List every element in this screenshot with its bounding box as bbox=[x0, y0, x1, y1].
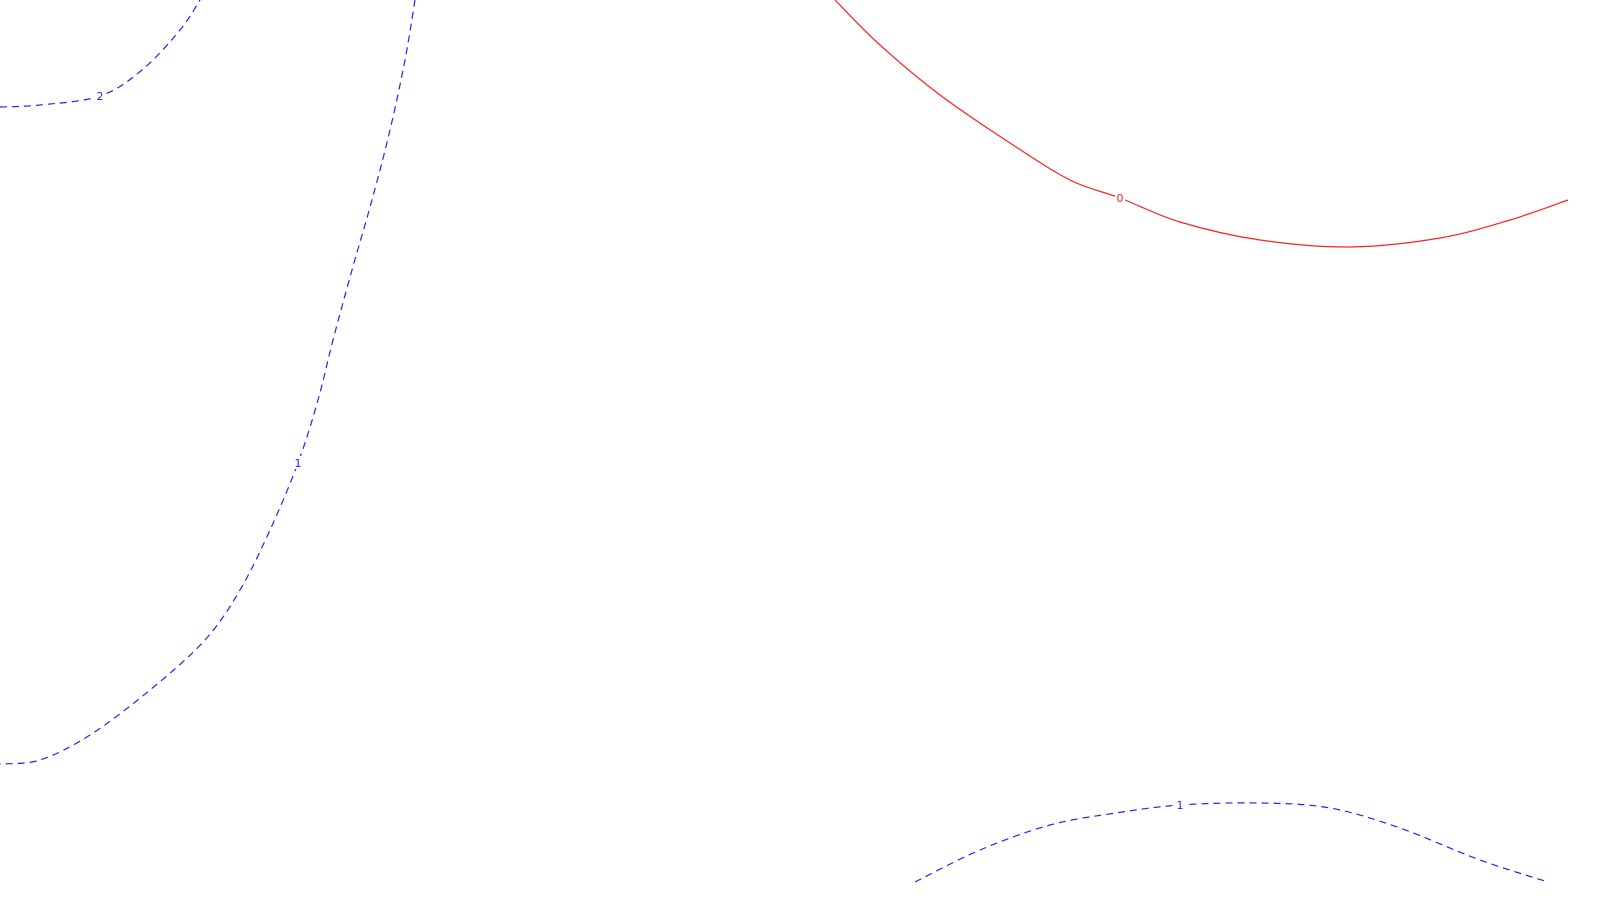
contour-label-background-0 bbox=[1115, 191, 1125, 204]
contour-label-0: 0 bbox=[1117, 192, 1124, 205]
contour-label-background-2 bbox=[293, 456, 303, 469]
contour-label-1: 2 bbox=[97, 90, 104, 103]
contour-line-3 bbox=[914, 802, 1549, 883]
contour-label-background-3 bbox=[1175, 798, 1185, 811]
contour-label-3: 1 bbox=[1177, 799, 1184, 812]
contour-lines bbox=[0, 0, 1569, 883]
contour-line-1 bbox=[0, 0, 201, 108]
contour-labels: 0 2 1 1 bbox=[95, 89, 1185, 812]
contour-line-2 bbox=[0, 0, 416, 765]
contour-label-2: 1 bbox=[295, 457, 302, 470]
contour-line-0 bbox=[834, 0, 1569, 248]
contour-label-background-1 bbox=[95, 89, 105, 102]
